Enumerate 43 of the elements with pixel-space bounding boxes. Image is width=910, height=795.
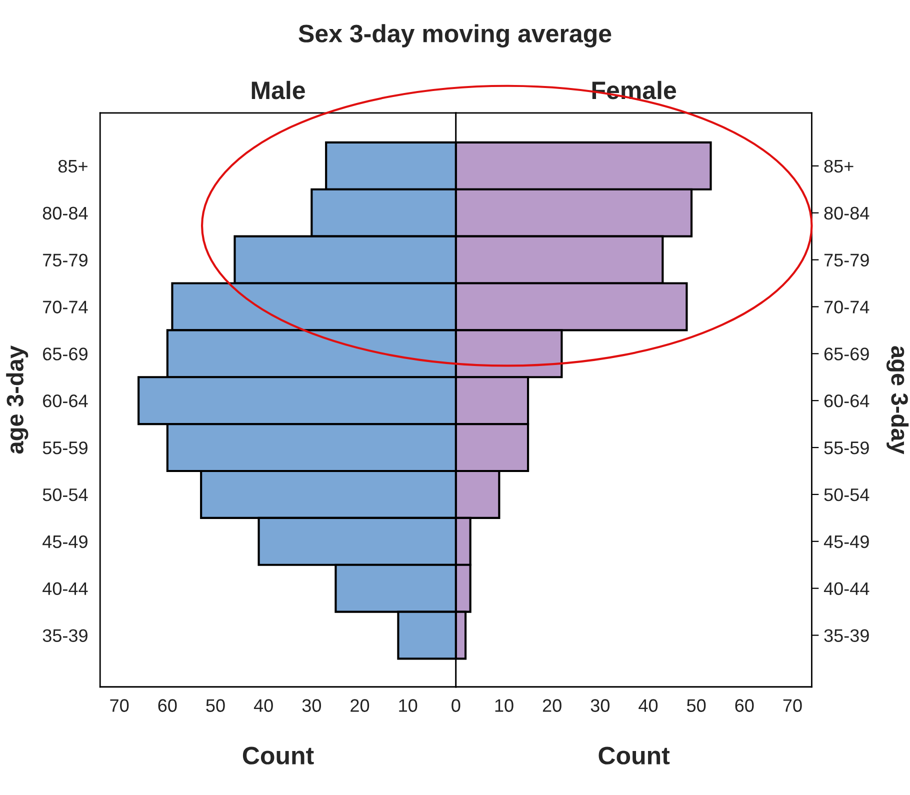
y-tick-label: 60-64 [824, 394, 870, 408]
y-tick-label: 80-84 [824, 206, 870, 220]
y-tick-label: 55-59 [824, 441, 869, 454]
y-axis-title: age 3-day [6, 346, 28, 454]
y-tick-label: 55-59 [42, 441, 88, 454]
y-tick-label: 40-44 [42, 582, 88, 596]
x-tick-label: 60 [735, 699, 754, 712]
y-tick-label: 50-54 [42, 488, 88, 502]
y-tick-label: 40-44 [824, 582, 870, 596]
x-tick-label: 20 [350, 699, 370, 712]
y-tick-label: 65-69 [43, 348, 88, 360]
x-tick-label: 70 [110, 699, 129, 712]
y-tick-label: 60-64 [43, 394, 88, 408]
x-tick-label: 50 [206, 699, 225, 712]
x-tick-label: 40 [254, 699, 273, 712]
x-tick-label: 60 [158, 699, 177, 712]
x-tick-label: 30 [590, 699, 610, 712]
x-tick-label: 0 [452, 699, 460, 712]
y-tick-label: 65-69 [824, 348, 869, 360]
y-tick-label: 85+ [58, 160, 88, 173]
x-tick-label: 10 [399, 699, 418, 712]
y-tick-label: 85+ [824, 160, 854, 173]
chart-title: Sex 3-day moving average [298, 24, 612, 48]
y-tick-label: 50-54 [824, 488, 870, 502]
y-tick-label: 75-79 [824, 254, 869, 267]
x-axis-title: Count [242, 746, 314, 764]
x-axis-title: Count [598, 746, 670, 764]
y-tick-label: 35-39 [42, 629, 88, 642]
y-tick-label: 45-49 [42, 535, 88, 548]
x-tick-label: 30 [302, 699, 321, 712]
y-tick-label: 75-79 [43, 254, 88, 267]
x-tick-label: 10 [495, 699, 514, 712]
y-tick-label: 70-74 [824, 300, 870, 314]
y-tick-label: 70-74 [43, 300, 88, 314]
y-tick-label: 45-49 [824, 535, 869, 548]
x-tick-label: 20 [542, 699, 562, 712]
x-tick-label: 50 [687, 699, 706, 712]
y-tick-label: 80-84 [42, 206, 88, 220]
y-tick-label: 35-39 [824, 629, 869, 642]
y-axis-title: age 3-day [886, 346, 909, 454]
x-tick-label: 70 [783, 699, 802, 712]
x-tick-label: 40 [638, 699, 658, 712]
chart-subtitle: Male [252, 80, 305, 100]
